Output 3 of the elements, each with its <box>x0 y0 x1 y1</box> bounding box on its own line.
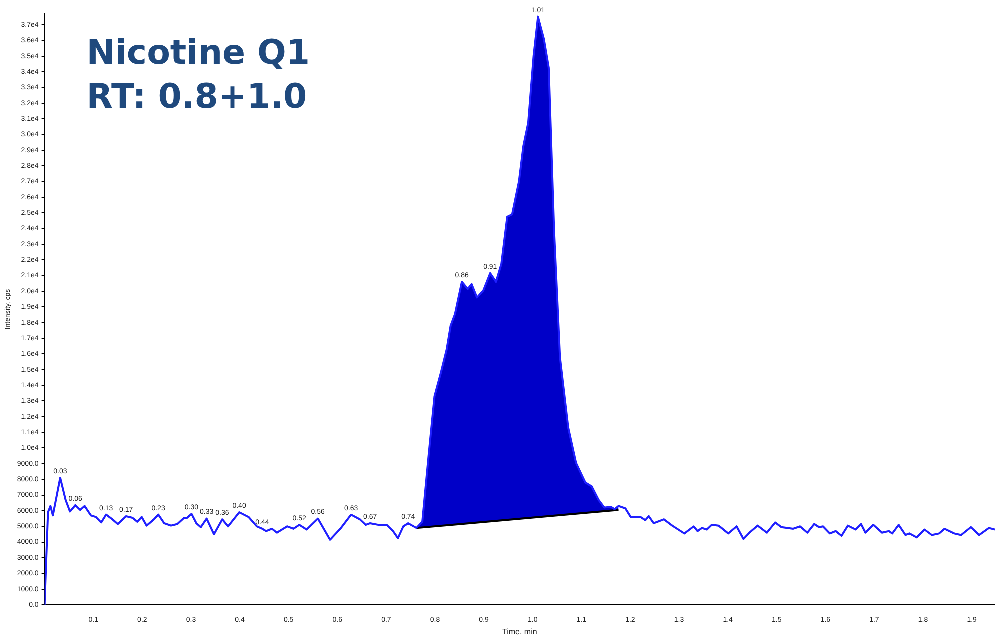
text: RT: 0.8+1.0 <box>86 76 308 117</box>
x-axis-title: Time, min <box>502 627 538 636</box>
text: Nicotine Q1 <box>86 32 310 73</box>
